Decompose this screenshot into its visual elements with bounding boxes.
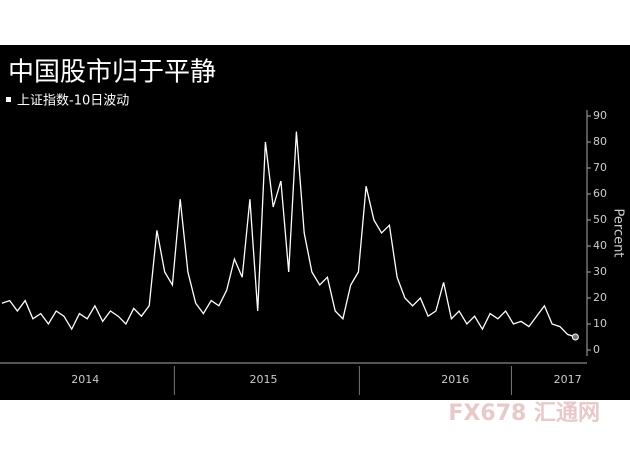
x-tick-label: 2015 (249, 373, 277, 386)
y-tick-label: 80 (593, 135, 607, 148)
y-tick-label: 30 (593, 265, 607, 278)
x-tick-label: 2014 (71, 373, 99, 386)
y-tick-label: 70 (593, 161, 607, 174)
y-tick-label: 10 (593, 317, 607, 330)
y-tick-label: 60 (593, 187, 607, 200)
x-tick-label: 2017 (554, 373, 582, 386)
chart-background (0, 45, 630, 400)
chart-title: 中国股市归于平静 (8, 58, 216, 88)
y-tick-label: 40 (593, 239, 607, 252)
y-tick-label: 90 (593, 109, 607, 122)
y-tick-label: 50 (593, 213, 607, 226)
x-tick-label: 2016 (441, 373, 469, 386)
end-marker (571, 333, 579, 341)
y-axis-label: Percent (611, 209, 626, 258)
y-tick-label: 0 (593, 343, 600, 356)
legend-swatch (6, 97, 11, 102)
y-tick-label: 20 (593, 291, 607, 304)
watermark: FX678 汇通网 (448, 401, 600, 426)
legend-label: 上证指数-10日波动 (17, 94, 129, 109)
line-series (1, 131, 576, 338)
